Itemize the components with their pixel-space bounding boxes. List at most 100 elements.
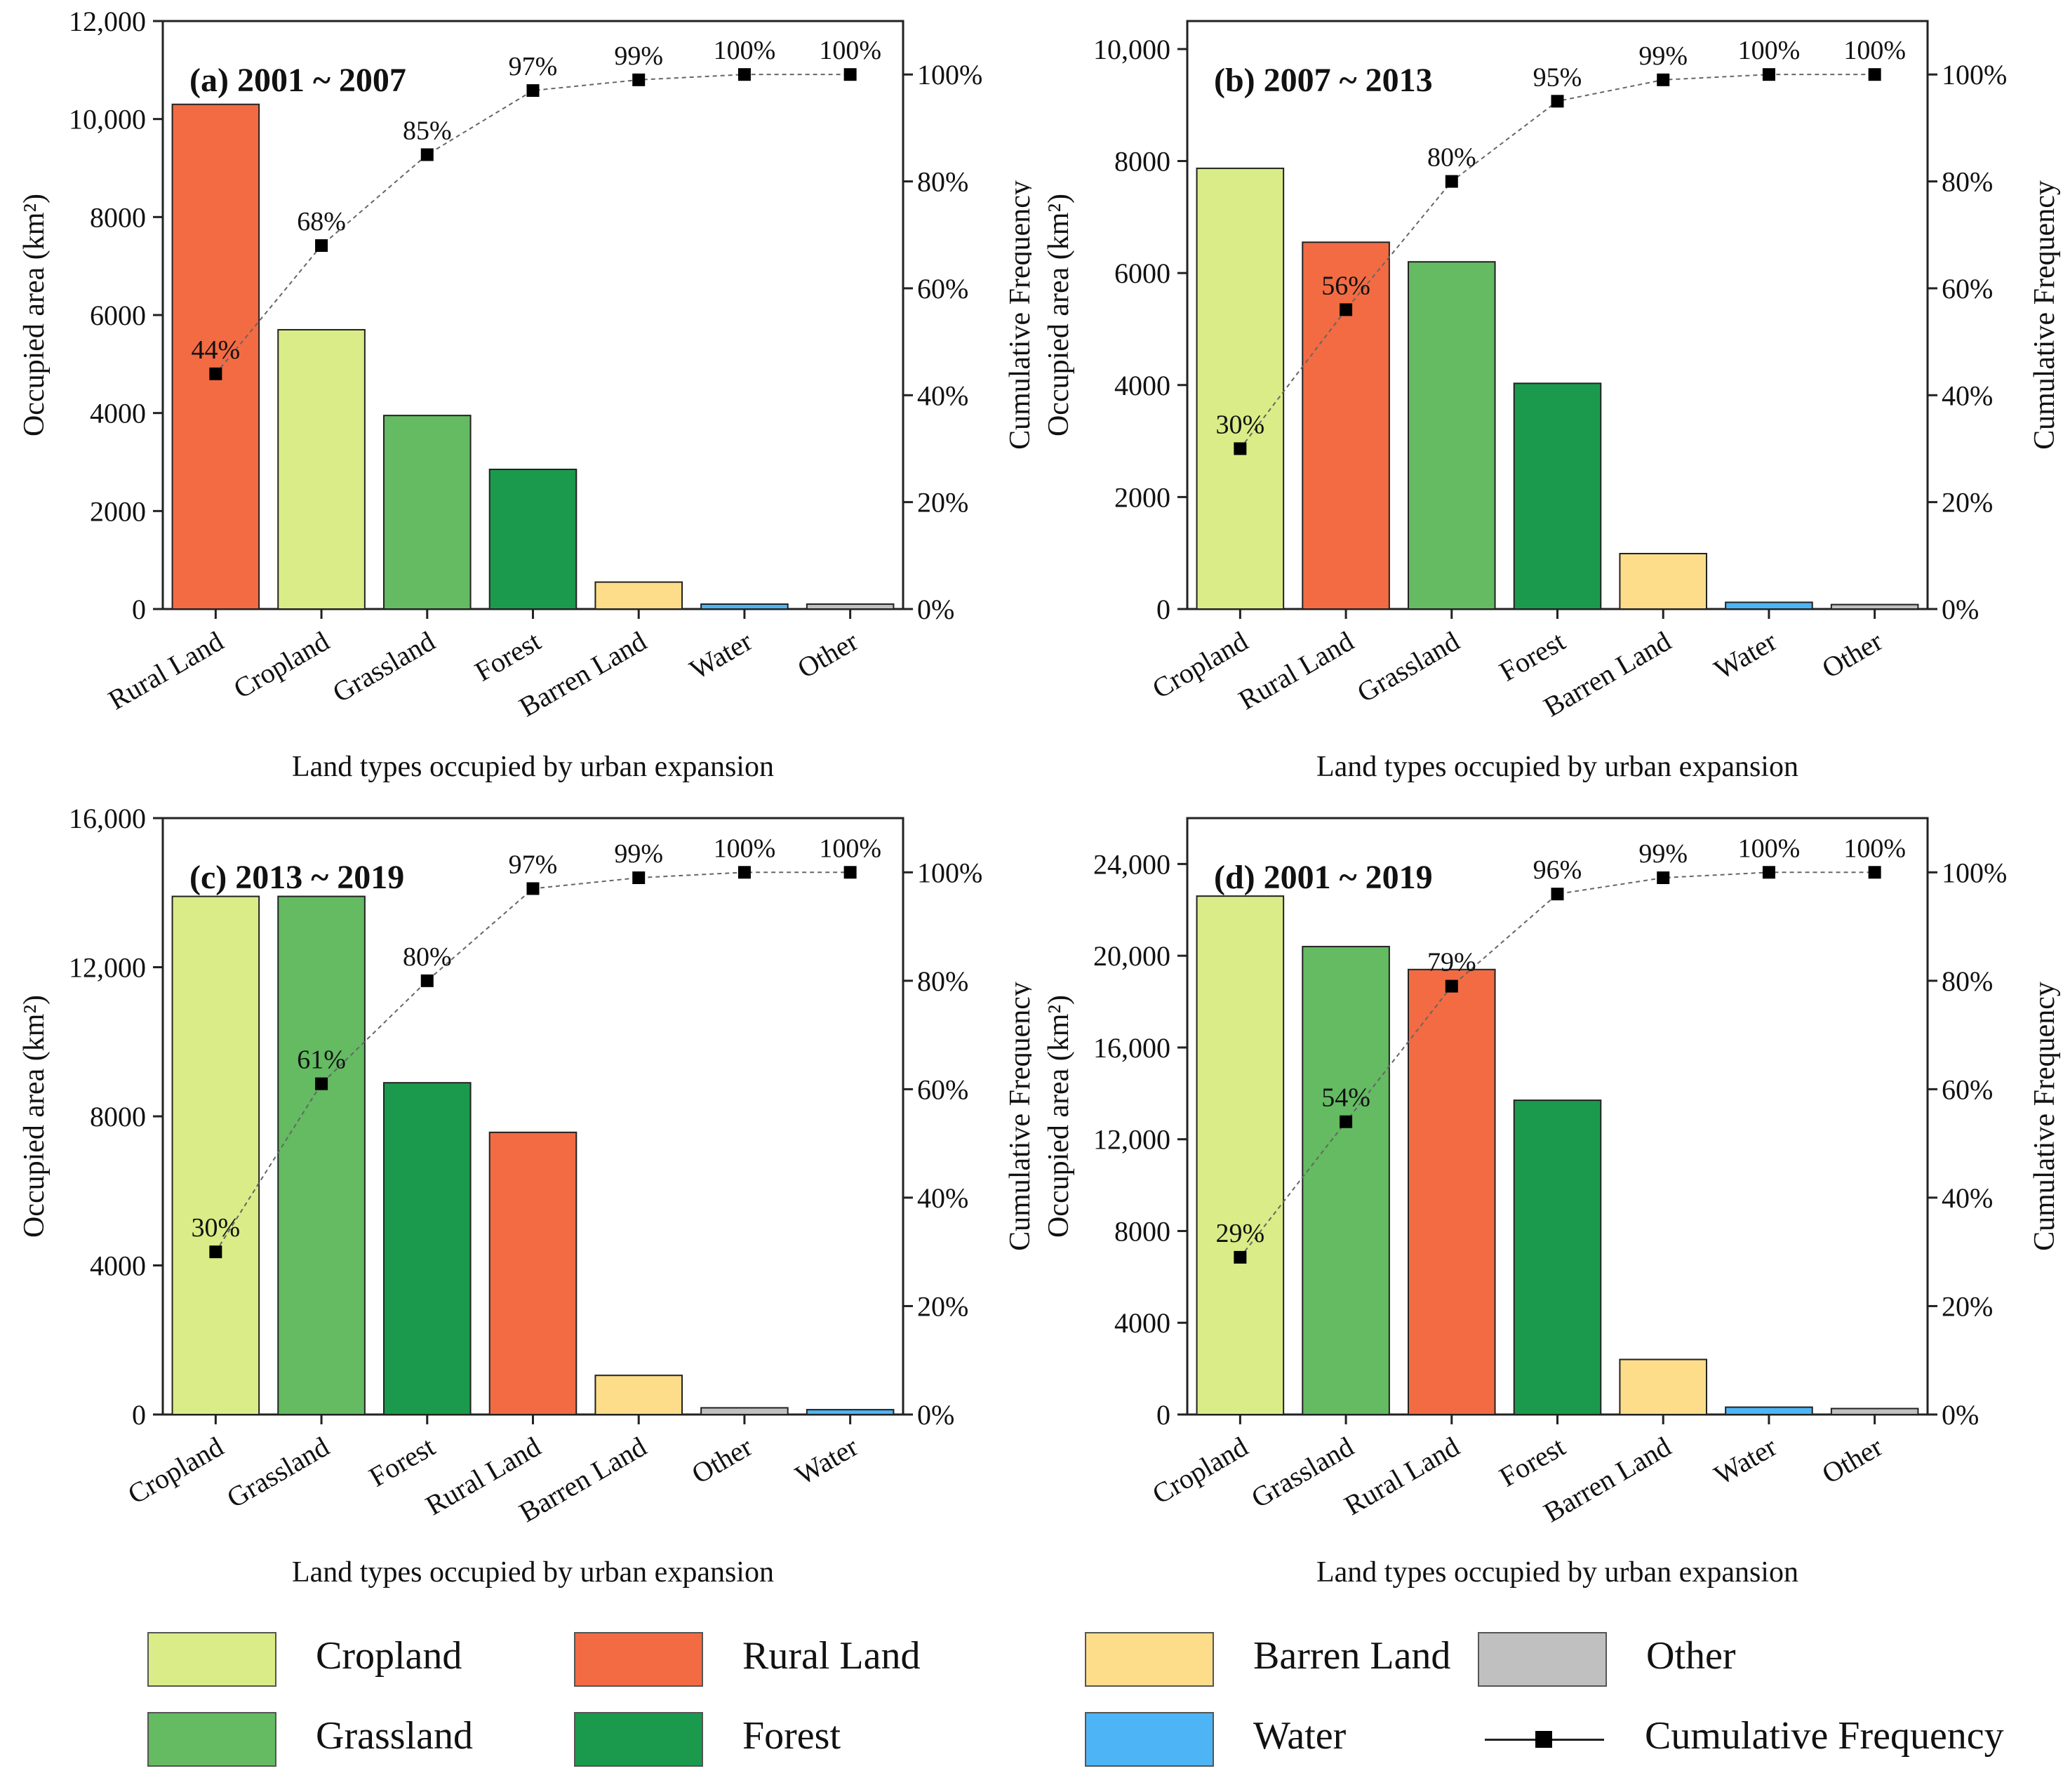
legend-swatch-cropland xyxy=(147,1632,276,1687)
cumulative-marker xyxy=(1234,442,1247,455)
y2-tick-label: 40% xyxy=(917,1182,968,1214)
y-axis-label: Occupied area (km²) xyxy=(1043,194,1075,436)
legend-label-forest: Forest xyxy=(742,1714,841,1758)
x-axis-label: Land types occupied by urban expansion xyxy=(1316,751,1798,783)
y-tick-label: 8000 xyxy=(1114,146,1170,178)
bar-rural-land xyxy=(171,103,260,610)
y2-tick-label: 80% xyxy=(1942,965,1993,997)
cumulative-marker xyxy=(315,1077,328,1090)
chart-title: (a) 2001 ~ 2007 xyxy=(189,62,406,99)
y-tick-label: 10,000 xyxy=(1093,34,1170,65)
y2-tick-label: 20% xyxy=(917,487,968,519)
y2-tick-label: 40% xyxy=(1942,1182,1993,1214)
chart-title: (b) 2007 ~ 2013 xyxy=(1214,62,1433,99)
cumulative-label: 99% xyxy=(614,839,663,869)
cumulative-marker xyxy=(632,871,646,884)
y-tick-label: 4000 xyxy=(90,1250,146,1282)
chart-title: (c) 2013 ~ 2019 xyxy=(189,859,404,896)
cumulative-marker xyxy=(843,866,857,879)
cumulative-label: 54% xyxy=(1321,1083,1370,1113)
y2-tick-label: 20% xyxy=(917,1290,968,1322)
legend-swatch-rural-land xyxy=(574,1632,703,1687)
cumulative-marker xyxy=(1445,979,1458,993)
bar-water xyxy=(1725,601,1813,610)
cumulative-marker xyxy=(1868,68,1881,81)
bar-forest xyxy=(1513,1099,1602,1415)
cumulative-marker xyxy=(1551,95,1564,108)
y2-tick-label: 40% xyxy=(1942,380,1993,411)
cumulative-label: 85% xyxy=(403,116,452,145)
cumulative-label: 29% xyxy=(1216,1219,1265,1248)
y2-tick-label: 20% xyxy=(1942,487,1993,519)
y-tick-label: 4000 xyxy=(1114,1307,1170,1339)
legend-swatch-other xyxy=(1478,1632,1607,1687)
cumulative-marker xyxy=(526,882,540,895)
cumulative-marker xyxy=(1340,1115,1353,1128)
cumulative-label: 99% xyxy=(614,41,663,71)
y-tick-label: 6000 xyxy=(1114,258,1170,289)
bar-grassland xyxy=(382,415,472,610)
cumulative-label: 30% xyxy=(192,1213,241,1243)
legend-swatch-barren-land xyxy=(1085,1632,1214,1687)
legend: Cropland Rural Land Barren Land Other Gr… xyxy=(0,1607,2063,1792)
x-tick-label-grassland: Grassland xyxy=(327,625,440,709)
y-tick-label: 8000 xyxy=(90,201,146,233)
cumulative-label: 99% xyxy=(1638,41,1688,71)
x-tick-label-cropland: Cropland xyxy=(1147,1431,1253,1510)
chart-b: 0 2000 4000 6000 8000 10,000 0% 20% 40% 60% 80% 100… xyxy=(1043,20,2061,783)
y-axis-label: Occupied area (km²) xyxy=(18,194,51,436)
x-tick-label-water: Water xyxy=(1709,1431,1782,1491)
chart-title: (d) 2001 ~ 2019 xyxy=(1214,859,1433,896)
x-tick-label-grassland: Grassland xyxy=(222,1431,335,1514)
x-tick-label-forest: Forest xyxy=(1494,625,1570,688)
y-tick-label: 16,000 xyxy=(1093,1032,1170,1064)
cumulative-marker xyxy=(420,974,434,987)
y-tick-label: 12,000 xyxy=(69,6,146,37)
x-tick-label-forest: Forest xyxy=(1494,1431,1570,1493)
legend-label-cropland: Cropland xyxy=(316,1634,462,1678)
legend-swatch-grassland xyxy=(147,1712,276,1767)
x-tick-label-water: Water xyxy=(1709,625,1782,686)
cumulative-marker xyxy=(1340,303,1353,316)
legend-label-barren-land: Barren Land xyxy=(1253,1634,1451,1678)
cumulative-label: 99% xyxy=(1638,839,1688,869)
cumulative-label: 100% xyxy=(819,834,881,863)
cumulative-marker xyxy=(1551,888,1564,901)
cumulative-label: 100% xyxy=(1738,36,1801,65)
cumulative-label: 61% xyxy=(297,1045,346,1075)
cumulative-label: 80% xyxy=(403,942,452,972)
bar-forest xyxy=(488,468,577,610)
y-tick-label: 4000 xyxy=(90,398,146,429)
cumulative-marker xyxy=(1445,175,1458,188)
chart-d: 0 4000 8000 12,000 16,000 20,000 24,000 0% 20% 40… xyxy=(1043,817,2061,1589)
y2-axis-label: Cumulative Frequency xyxy=(1004,180,1032,450)
bar-cropland xyxy=(1196,167,1285,610)
x-tick-label-rural-land: Rural Land xyxy=(1233,625,1358,716)
cumulative-marker xyxy=(632,73,646,86)
cumulative-marker xyxy=(843,68,857,81)
cumulative-label: 56% xyxy=(1321,271,1370,300)
x-axis-label: Land types occupied by urban expansion xyxy=(292,1556,774,1589)
y-tick-label: 0 xyxy=(1156,594,1170,625)
y2-tick-label: 0% xyxy=(1942,594,1979,625)
legend-label-grassland: Grassland xyxy=(316,1714,473,1758)
y-tick-label: 12,000 xyxy=(1093,1124,1170,1156)
cumulative-label: 30% xyxy=(1216,410,1265,439)
cumulative-label: 79% xyxy=(1427,948,1476,977)
y-axis-label: Occupied area (km²) xyxy=(18,995,51,1238)
bar-water xyxy=(700,603,789,610)
x-tick-label-forest: Forest xyxy=(469,625,546,688)
y-tick-label: 2000 xyxy=(1114,481,1170,513)
y-tick-label: 10,000 xyxy=(69,104,146,135)
legend-label-rural-land: Rural Land xyxy=(742,1634,921,1678)
x-tick-label-grassland: Grassland xyxy=(1351,625,1464,709)
cumulative-label: 100% xyxy=(819,36,881,65)
bar-other xyxy=(1830,603,1919,610)
cumulative-label: 97% xyxy=(509,52,558,81)
y2-tick-label: 100% xyxy=(1942,857,2007,888)
y2-tick-label: 0% xyxy=(1942,1399,1979,1431)
cumulative-marker xyxy=(1868,866,1881,879)
x-tick-label-rural-land: Rural Land xyxy=(103,625,229,716)
x-axis-label: Land types occupied by urban expansion xyxy=(1316,1556,1798,1589)
